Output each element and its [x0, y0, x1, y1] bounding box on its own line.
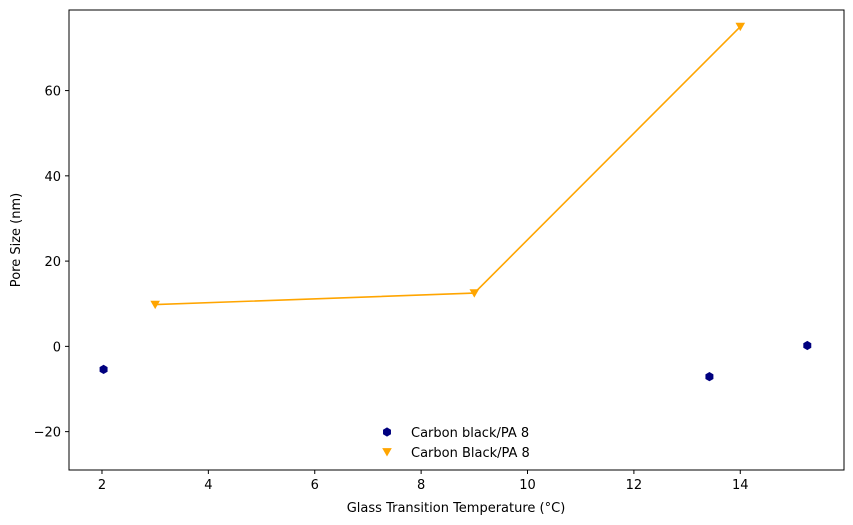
x-tick-label: 8: [417, 478, 425, 493]
x-tick-label: 4: [204, 478, 212, 493]
data-point-series-2: [469, 289, 480, 298]
y-axis-title: Pore Size (nm): [9, 193, 24, 287]
x-tick-label: 6: [311, 478, 319, 493]
legend-marker-series-2: [382, 448, 392, 457]
plot-area: [99, 22, 812, 382]
x-tick-label: 14: [732, 478, 749, 493]
y-tick-label: 60: [44, 85, 61, 100]
data-point-series-1: [99, 364, 108, 374]
y-tick-label: 0: [53, 340, 61, 355]
y-tick-label: 40: [44, 170, 61, 185]
data-point-series-1: [803, 340, 812, 351]
legend-label-series-2: Carbon Black/PA 8: [411, 446, 530, 461]
x-tick-label: 10: [519, 478, 536, 493]
y-tick-label: 20: [44, 255, 61, 270]
y-tick-label: −20: [34, 426, 61, 441]
plot-frame: [68, 9, 845, 471]
data-point-series-1: [705, 372, 714, 382]
x-axis: 2 4 6 8 10 12 14: [98, 470, 749, 493]
legend-marker-series-1: [383, 427, 391, 437]
legend: Carbon black/PA 8 Carbon Black/PA 8: [382, 426, 530, 461]
data-point-series-2: [735, 22, 746, 32]
legend-label-series-1: Carbon black/PA 8: [411, 426, 529, 441]
x-tick-label: 2: [98, 478, 106, 493]
data-point-series-2: [150, 300, 160, 310]
x-tick-label: 12: [626, 478, 643, 493]
y-axis: −20 0 20 40 60: [34, 85, 69, 441]
x-axis-title: Glass Transition Temperature (°C): [347, 501, 566, 516]
